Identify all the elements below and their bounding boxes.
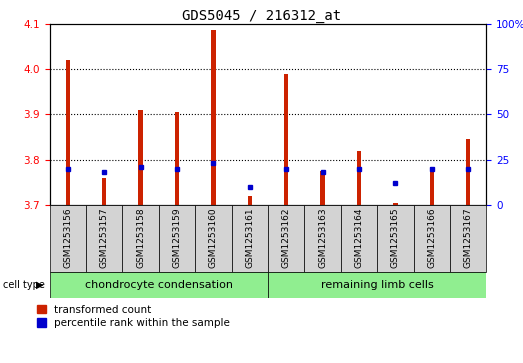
Bar <box>175 112 179 205</box>
Bar <box>429 167 434 205</box>
Bar <box>122 205 159 272</box>
Bar <box>268 205 304 272</box>
Bar <box>139 110 143 205</box>
Text: GSM1253164: GSM1253164 <box>355 207 363 268</box>
Bar <box>211 30 215 205</box>
Bar <box>195 205 232 272</box>
Text: GSM1253165: GSM1253165 <box>391 207 400 268</box>
Bar <box>450 205 486 272</box>
Bar <box>304 205 341 272</box>
Text: ▶: ▶ <box>36 280 43 290</box>
Bar <box>102 178 107 205</box>
Text: GSM1253162: GSM1253162 <box>282 207 291 268</box>
Bar <box>50 272 268 298</box>
Text: GSM1253167: GSM1253167 <box>464 207 473 268</box>
Bar <box>357 151 361 205</box>
Bar <box>86 205 122 272</box>
Bar <box>50 205 86 272</box>
Text: GSM1253163: GSM1253163 <box>318 207 327 268</box>
Bar <box>321 171 325 205</box>
Text: GSM1253157: GSM1253157 <box>100 207 109 268</box>
Text: GSM1253161: GSM1253161 <box>245 207 254 268</box>
Bar <box>377 205 414 272</box>
Bar <box>232 205 268 272</box>
Text: cell type: cell type <box>3 280 44 290</box>
Bar <box>284 74 288 205</box>
Text: GSM1253160: GSM1253160 <box>209 207 218 268</box>
Text: chondrocyte condensation: chondrocyte condensation <box>85 280 233 290</box>
Text: GSM1253166: GSM1253166 <box>427 207 436 268</box>
Bar <box>341 205 377 272</box>
Bar <box>393 203 397 205</box>
Bar <box>414 205 450 272</box>
Bar <box>248 196 252 205</box>
Legend: transformed count, percentile rank within the sample: transformed count, percentile rank withi… <box>37 305 230 328</box>
Text: remaining limb cells: remaining limb cells <box>321 280 434 290</box>
Text: GSM1253158: GSM1253158 <box>136 207 145 268</box>
Text: GSM1253156: GSM1253156 <box>63 207 72 268</box>
Text: GDS5045 / 216312_at: GDS5045 / 216312_at <box>182 9 341 23</box>
Text: GSM1253159: GSM1253159 <box>173 207 181 268</box>
Bar <box>466 139 470 205</box>
Bar <box>66 60 70 205</box>
Bar <box>159 205 195 272</box>
Bar <box>268 272 486 298</box>
